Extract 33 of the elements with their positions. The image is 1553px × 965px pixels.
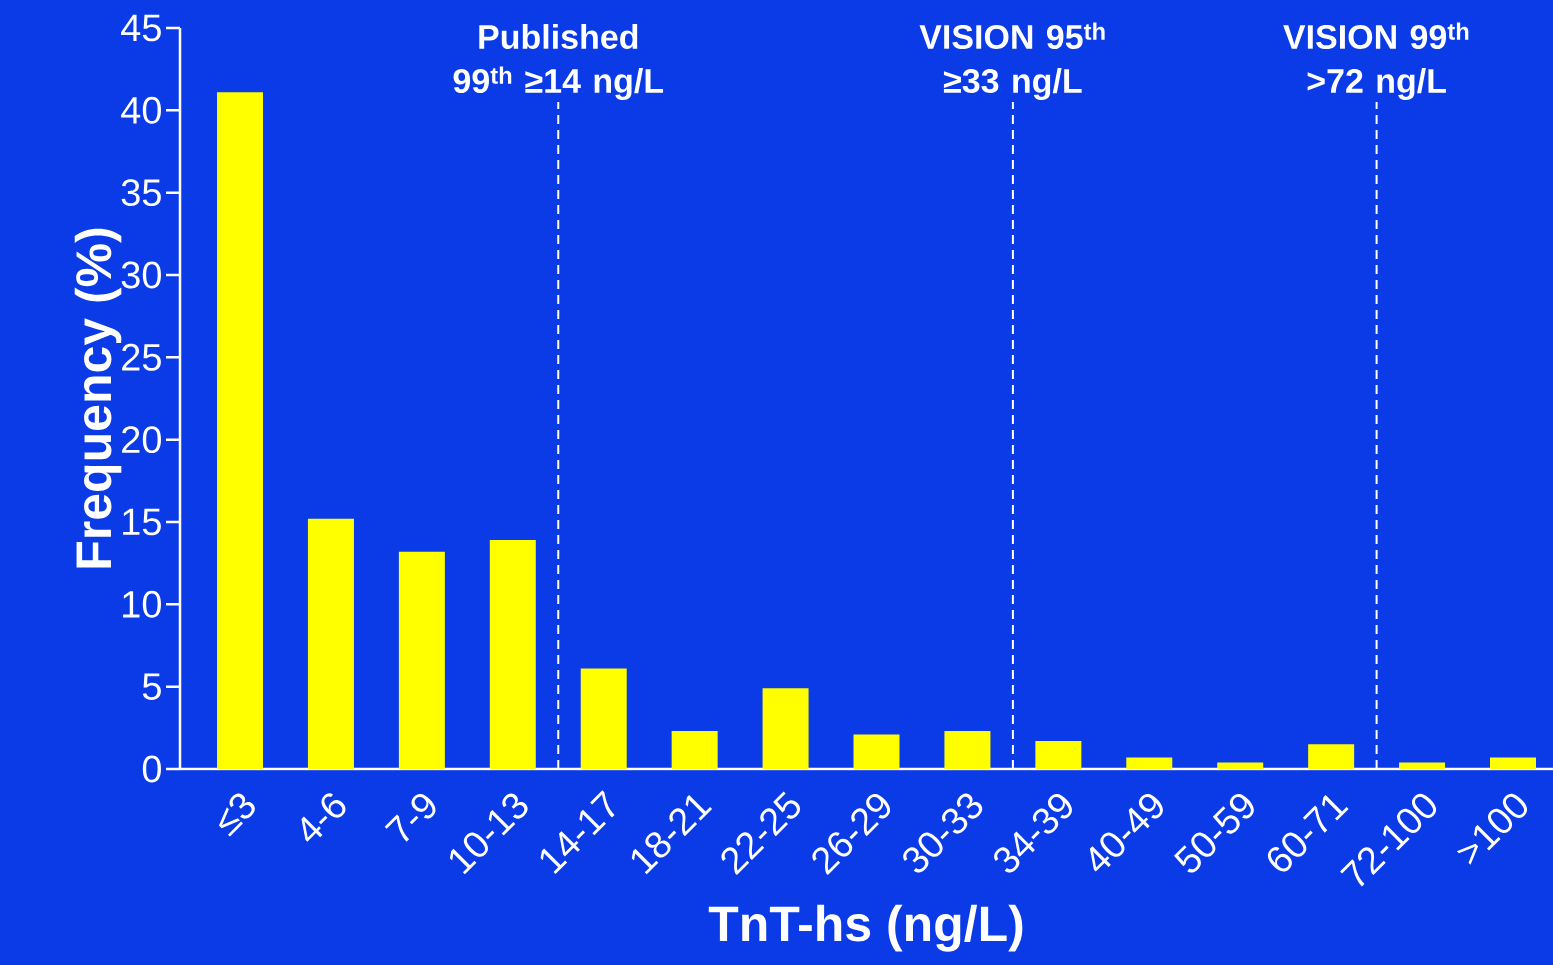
- bar: [671, 731, 718, 769]
- annotation: Published 99$^{th}$ ≥14 ng/L: [453, 24, 664, 100]
- y-tick-label: 10: [123, 590, 161, 618]
- bar: [1217, 762, 1264, 769]
- y-tick-label: 20: [122, 426, 161, 454]
- bar: [1399, 762, 1446, 769]
- bar: [307, 518, 354, 769]
- bar: [762, 688, 809, 769]
- bar: [1490, 757, 1536, 769]
- annotation: VISION 99$^{th}$ >72 ng/L: [1283, 22, 1469, 100]
- y-tick-label: 0: [142, 755, 161, 783]
- y-tick-label: 15: [123, 508, 161, 536]
- x-axis-title: TnT-hs (ng/L): [708, 904, 1023, 952]
- bar: [944, 731, 991, 769]
- y-tick-label: 35: [121, 179, 161, 207]
- y-axis-title: Frequency (%): [74, 228, 122, 568]
- y-tick-label: 40: [121, 96, 161, 124]
- bar: [1308, 744, 1355, 769]
- bar: [1035, 740, 1082, 769]
- bar: [398, 551, 445, 769]
- x-tick-label: 4-6: [301, 793, 346, 842]
- y-tick-label: 45: [121, 14, 161, 42]
- x-tick-label: 7-9: [384, 793, 436, 842]
- bar: [853, 734, 900, 769]
- y-tick-label: 30: [121, 261, 161, 289]
- bar: [580, 668, 627, 769]
- annotation: VISION 95$^{th}$ ≥33 ng/L: [919, 22, 1105, 100]
- y-tick-label: 25: [122, 343, 161, 371]
- bar: [489, 540, 536, 769]
- x-tick-label: ≤3: [218, 793, 255, 837]
- bar: [1126, 757, 1173, 769]
- y-tick-label: 5: [142, 673, 161, 700]
- bar: [217, 92, 264, 769]
